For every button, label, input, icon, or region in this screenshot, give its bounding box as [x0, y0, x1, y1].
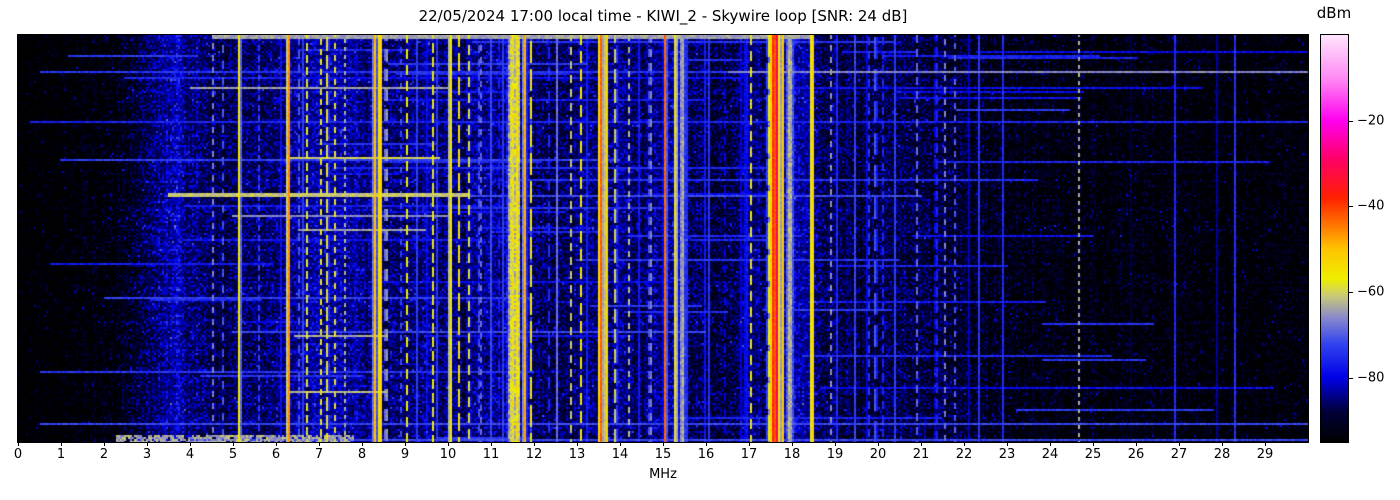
x-tick-label: 5 [228, 447, 238, 462]
colorbar-tick-mark [1349, 377, 1353, 379]
x-tick-label: 24 [1041, 447, 1059, 462]
x-tick-label: 10 [439, 447, 457, 462]
x-tick-label: 11 [482, 447, 500, 462]
x-axis-label: MHz [649, 467, 677, 482]
colorbar-tick-label: −80 [1357, 370, 1385, 386]
x-tick-mark [491, 442, 492, 446]
x-tick-label: 29 [1256, 447, 1274, 462]
x-tick-label: 3 [142, 447, 152, 462]
x-tick-label: 14 [611, 447, 629, 462]
x-tick-label: 4 [185, 447, 195, 462]
x-tick-mark [319, 442, 320, 446]
spectrogram-canvas [18, 35, 1308, 442]
x-tick-mark [921, 442, 922, 446]
x-tick-label: 6 [271, 447, 281, 462]
x-tick-mark [190, 442, 191, 446]
x-tick-mark [405, 442, 406, 446]
x-tick-label: 16 [697, 447, 715, 462]
x-tick-label: 12 [525, 447, 543, 462]
x-tick-mark [362, 442, 363, 446]
colorbar [1320, 34, 1349, 443]
x-tick-label: 7 [314, 447, 324, 462]
x-tick-mark [534, 442, 535, 446]
colorbar-tick-mark [1349, 292, 1353, 294]
colorbar-tick-mark [1349, 120, 1353, 122]
colorbar-tick-mark [1349, 206, 1353, 208]
x-tick-mark [964, 442, 965, 446]
x-tick-mark [1007, 442, 1008, 446]
x-tick-label: 18 [783, 447, 801, 462]
x-tick-mark [1222, 442, 1223, 446]
colorbar-title: dBm [1316, 4, 1352, 22]
x-tick-mark [1093, 442, 1094, 446]
x-tick-mark [61, 442, 62, 446]
x-tick-label: 22 [955, 447, 973, 462]
x-tick-mark [792, 442, 793, 446]
x-tick-mark [706, 442, 707, 446]
x-tick-mark [1050, 442, 1051, 446]
x-tick-label: 8 [357, 447, 367, 462]
x-tick-label: 28 [1213, 447, 1231, 462]
x-tick-mark [147, 442, 148, 446]
x-tick-mark [749, 442, 750, 446]
x-tick-label: 19 [826, 447, 844, 462]
x-tick-mark [663, 442, 664, 446]
x-tick-label: 25 [1084, 447, 1102, 462]
x-tick-label: 23 [998, 447, 1016, 462]
colorbar-tick-label: −20 [1357, 113, 1385, 129]
x-tick-label: 2 [99, 447, 109, 462]
colorbar-tick-label: −40 [1357, 198, 1385, 214]
x-tick-mark [878, 442, 879, 446]
x-tick-label: 27 [1170, 447, 1188, 462]
x-tick-mark [577, 442, 578, 446]
x-tick-mark [1265, 442, 1266, 446]
x-tick-mark [104, 442, 105, 446]
x-tick-label: 9 [400, 447, 410, 462]
x-tick-mark [1136, 442, 1137, 446]
spectrogram-plot-area [17, 34, 1309, 443]
x-tick-label: 0 [13, 447, 23, 462]
x-tick-mark [1179, 442, 1180, 446]
x-tick-label: 26 [1127, 447, 1145, 462]
x-tick-mark [835, 442, 836, 446]
x-tick-mark [448, 442, 449, 446]
x-tick-mark [276, 442, 277, 446]
colorbar-tick-label: −60 [1357, 284, 1385, 300]
x-tick-label: 17 [740, 447, 758, 462]
x-tick-label: 20 [869, 447, 887, 462]
x-tick-label: 13 [568, 447, 586, 462]
chart-title: 22/05/2024 17:00 local time - KIWI_2 - S… [418, 7, 908, 25]
x-tick-mark [233, 442, 234, 446]
x-tick-label: 21 [912, 447, 930, 462]
x-tick-mark [18, 442, 19, 446]
x-tick-label: 15 [654, 447, 672, 462]
x-tick-label: 1 [56, 447, 66, 462]
x-tick-mark [620, 442, 621, 446]
